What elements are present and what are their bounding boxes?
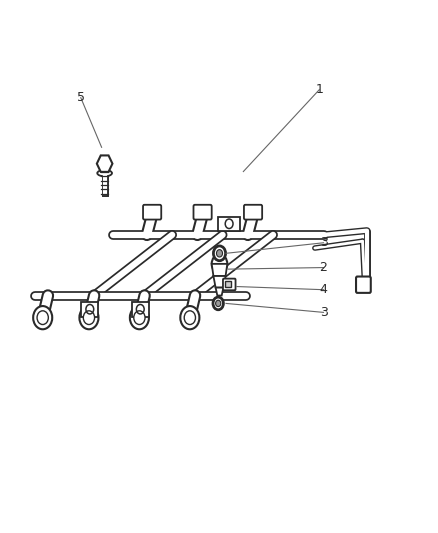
Polygon shape [211,264,227,276]
Ellipse shape [97,170,112,176]
Circle shape [83,311,94,325]
Polygon shape [218,217,240,231]
Circle shape [79,306,98,329]
Polygon shape [215,288,223,295]
FancyBboxPatch shape [143,205,161,220]
Polygon shape [81,302,98,317]
Text: 3: 3 [319,236,327,249]
Text: 5: 5 [77,91,85,104]
Circle shape [211,254,227,273]
Circle shape [215,300,220,306]
FancyBboxPatch shape [355,277,370,293]
Circle shape [33,306,52,329]
Circle shape [216,249,222,257]
Text: 4: 4 [319,283,327,296]
FancyBboxPatch shape [193,205,211,220]
Text: 2: 2 [319,261,327,274]
Circle shape [213,246,225,261]
FancyBboxPatch shape [244,205,261,220]
Text: 1: 1 [314,83,322,96]
Circle shape [130,306,148,329]
Circle shape [180,306,199,329]
Polygon shape [213,276,225,288]
Text: 3: 3 [319,306,327,319]
FancyBboxPatch shape [224,281,230,287]
FancyBboxPatch shape [223,279,235,290]
Circle shape [212,297,223,310]
Circle shape [184,311,195,325]
Circle shape [134,311,145,325]
Polygon shape [131,302,148,317]
Circle shape [37,311,48,325]
